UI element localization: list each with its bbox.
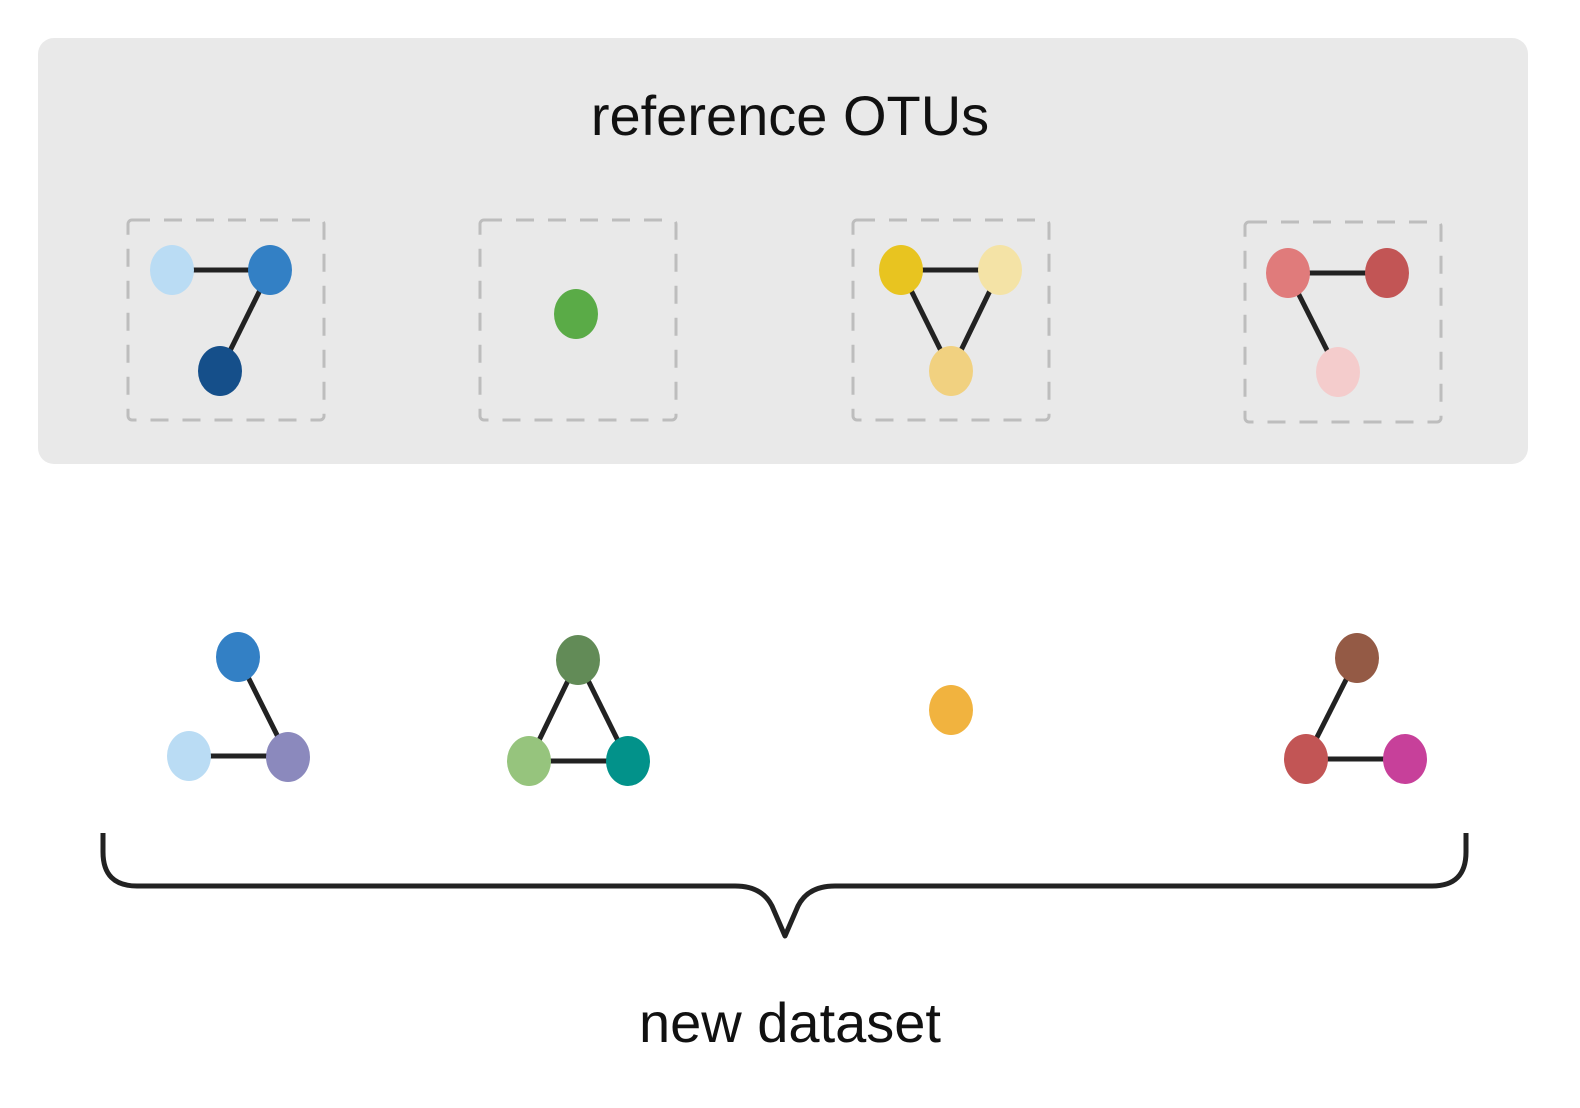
- reference-box-2: [478, 218, 678, 422]
- dataset-cluster-2: [507, 635, 650, 786]
- otu-node: [556, 635, 600, 685]
- reference-box-3: [851, 218, 1051, 422]
- otu-node: [248, 245, 292, 295]
- otu-node: [507, 736, 551, 786]
- reference-cluster-red: [1266, 248, 1409, 397]
- otu-node: [1365, 248, 1409, 298]
- otu-node: [1284, 734, 1328, 784]
- otu-node: [929, 346, 973, 396]
- otu-node: [554, 289, 598, 339]
- reference-box-4: [1243, 220, 1443, 424]
- reference-cluster-green: [554, 289, 598, 339]
- dataset-cluster-4: [1284, 633, 1427, 784]
- otu-node: [1335, 633, 1379, 683]
- reference-box-1: [126, 218, 326, 422]
- reference-boxes: [126, 218, 1443, 424]
- otu-node: [606, 736, 650, 786]
- reference-cluster-blue: [150, 245, 292, 396]
- new-dataset-title: new dataset: [639, 991, 941, 1054]
- otu-node: [167, 731, 211, 781]
- otu-node: [216, 632, 260, 682]
- reference-cluster-yellow: [879, 245, 1022, 396]
- otu-node: [879, 245, 923, 295]
- otu-node: [1266, 248, 1310, 298]
- dataset-cluster-1: [167, 632, 310, 782]
- dataset-brace: [100, 833, 1469, 939]
- otu-node: [1383, 734, 1427, 784]
- otu-node: [198, 346, 242, 396]
- otu-node: [150, 245, 194, 295]
- otu-node: [1316, 347, 1360, 397]
- reference-otus-title: reference OTUs: [590, 84, 990, 147]
- dataset-cluster-3: [929, 685, 973, 735]
- otu-node: [929, 685, 973, 735]
- otu-node: [266, 732, 310, 782]
- otu-node: [978, 245, 1022, 295]
